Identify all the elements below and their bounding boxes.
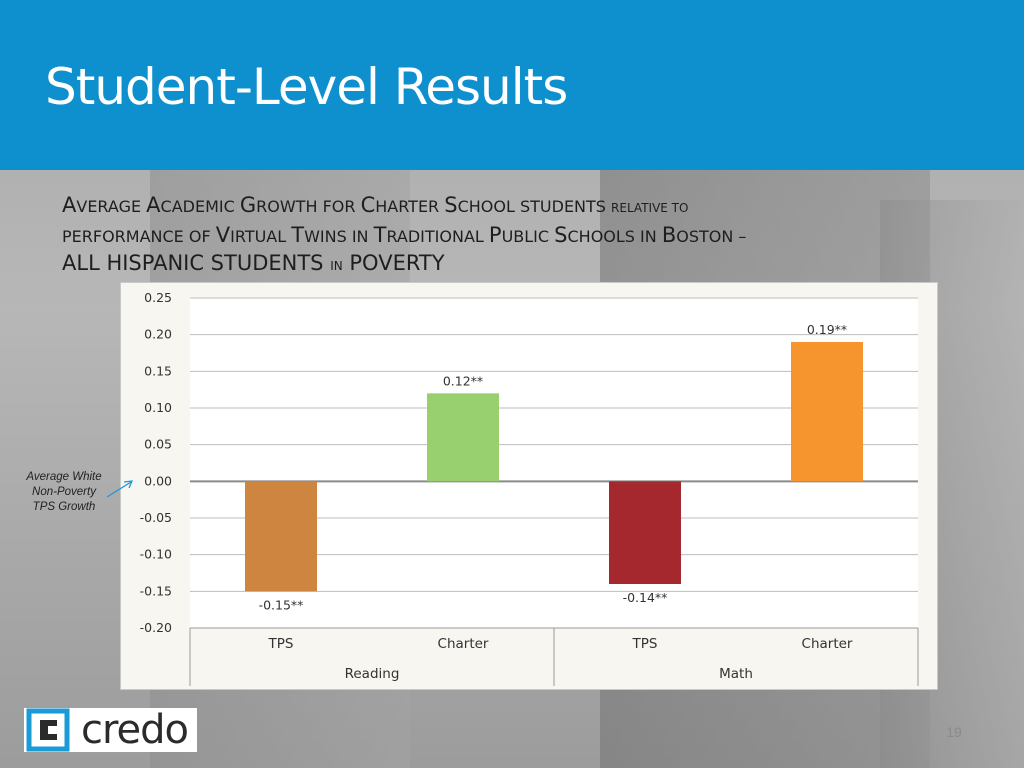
- subtitle-run: IN: [330, 259, 343, 273]
- subtitle-run: G: [239, 193, 257, 217]
- subtitle-run: ALL HISPANIC STUDENTS: [62, 251, 331, 275]
- subtitle-run: HARTER: [375, 197, 445, 216]
- subtitle-run: CHOOLS IN: [567, 227, 662, 246]
- subtitle-run: IRTUAL: [230, 227, 292, 246]
- chart-subtitle: AVERAGE ACADEMIC GROWTH FOR CHARTER SCHO…: [62, 192, 942, 280]
- subtitle-line-3: ALL HISPANIC STUDENTS IN POVERTY: [62, 250, 942, 280]
- credo-logo: credo: [24, 708, 197, 752]
- subtitle-run: CADEMIC: [160, 197, 240, 216]
- data-label: -0.14**: [623, 590, 668, 605]
- bar-chart: 0.25 0.20 0.15 0.10 0.05 0.00 -0.05 -0.10 -0.15 -…: [140, 290, 919, 686]
- subtitle-run: UBLIC: [501, 227, 555, 246]
- x-tick-label: Charter: [438, 636, 489, 652]
- y-tick-label: 0.05: [144, 437, 172, 452]
- subtitle-line-2: PERFORMANCE OF VIRTUAL TWINS IN TRADITIO…: [62, 222, 942, 250]
- baseline-annotation: Average White Non-Poverty TPS Growth: [26, 471, 102, 513]
- subtitle-run: RELATIVE TO: [611, 201, 689, 215]
- data-label: 0.12**: [443, 373, 483, 388]
- subtitle-run: V: [215, 223, 231, 247]
- subtitle-run: P: [488, 223, 502, 247]
- bar: [245, 481, 317, 592]
- y-tick-label: 0.00: [144, 473, 172, 488]
- credo-logo-icon: [26, 708, 70, 752]
- subtitle-run: B: [661, 223, 677, 247]
- bar: [791, 342, 863, 482]
- subtitle-run: PERFORMANCE OF: [62, 227, 216, 246]
- subtitle-run: A: [62, 193, 77, 217]
- y-tick-label: 0.20: [144, 327, 172, 342]
- x-tick-label: TPS: [268, 636, 294, 652]
- chart-panel: 0.25 0.20 0.15 0.10 0.05 0.00 -0.05 -0.10 -0.15 -…: [120, 282, 938, 690]
- y-tick-label: 0.25: [144, 290, 172, 305]
- subtitle-run: CHOOL STUDENTS: [457, 197, 612, 216]
- group-label: Reading: [345, 666, 400, 682]
- subtitle-run: POVERTY: [342, 251, 445, 275]
- data-label: 0.19**: [807, 322, 847, 337]
- subtitle-run: A: [146, 193, 161, 217]
- subtitle-line-1: AVERAGE ACADEMIC GROWTH FOR CHARTER SCHO…: [62, 192, 942, 222]
- subtitle-run: S: [444, 193, 458, 217]
- page-number: 19: [946, 724, 962, 740]
- x-tick-label: TPS: [632, 636, 658, 652]
- subtitle-run: S: [554, 223, 568, 247]
- subtitle-run: OSTON –: [676, 227, 747, 246]
- y-tick-label: -0.05: [140, 510, 172, 525]
- bar: [427, 393, 499, 482]
- data-label: -0.15**: [259, 597, 304, 612]
- slide-title: Student-Level Results: [45, 58, 568, 116]
- subtitle-run: C: [360, 193, 376, 217]
- title-banner: Student-Level Results: [0, 0, 1024, 170]
- x-tick-label: Charter: [802, 636, 853, 652]
- annotation-arrow-icon: [106, 480, 134, 498]
- subtitle-run: RADITIONAL: [386, 227, 489, 246]
- y-tick-label: 0.10: [144, 400, 172, 415]
- y-tick-label: 0.15: [144, 363, 172, 378]
- y-tick-label: -0.15: [140, 583, 172, 598]
- subtitle-run: VERAGE: [76, 197, 147, 216]
- bar: [609, 481, 681, 584]
- logo-text: credo: [81, 707, 189, 753]
- subtitle-run: WINS IN: [304, 227, 374, 246]
- y-tick-label: -0.20: [140, 620, 172, 635]
- subtitle-run: T: [373, 223, 387, 247]
- group-label: Math: [719, 666, 753, 682]
- subtitle-run: ROWTH FOR: [256, 197, 361, 216]
- y-tick-label: -0.10: [140, 547, 172, 562]
- subtitle-run: T: [291, 223, 305, 247]
